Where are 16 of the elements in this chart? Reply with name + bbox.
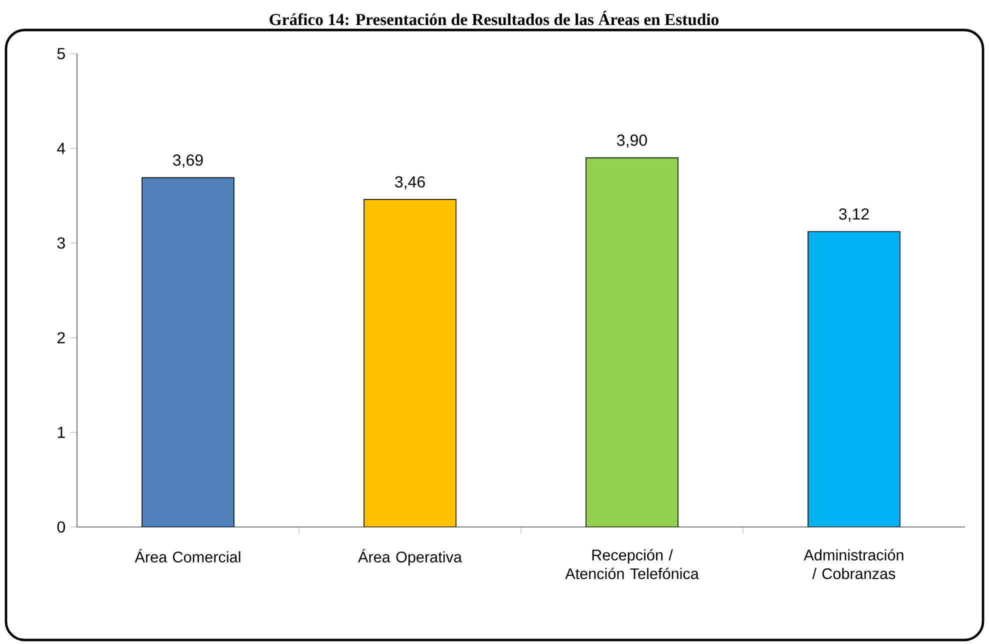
x-tick-label: Área Comercial <box>134 549 240 562</box>
y-tick-label: 3 <box>57 237 65 249</box>
y-tick-label: 5 <box>57 48 65 60</box>
chart-title: Gráfico 14: Presentación de Resultados de las Áreas en Estudio <box>270 10 719 26</box>
data-label: 3,90 <box>617 134 647 148</box>
y-tick-label: 4 <box>57 142 66 154</box>
y-tick-label: 0 <box>57 521 66 533</box>
bar <box>586 157 678 527</box>
x-tick-label: Área Operativa <box>358 549 462 566</box>
y-tick-label: 2 <box>58 332 65 344</box>
data-label: 3,12 <box>839 208 869 222</box>
data-label: 3,69 <box>173 154 203 168</box>
y-tick-label: 1 <box>58 426 65 438</box>
data-label: 3,46 <box>395 176 425 190</box>
x-tick-label: Administración / Cobranzas <box>804 549 904 580</box>
x-tick-label: Recepción / Atención Telefónica <box>565 549 699 580</box>
